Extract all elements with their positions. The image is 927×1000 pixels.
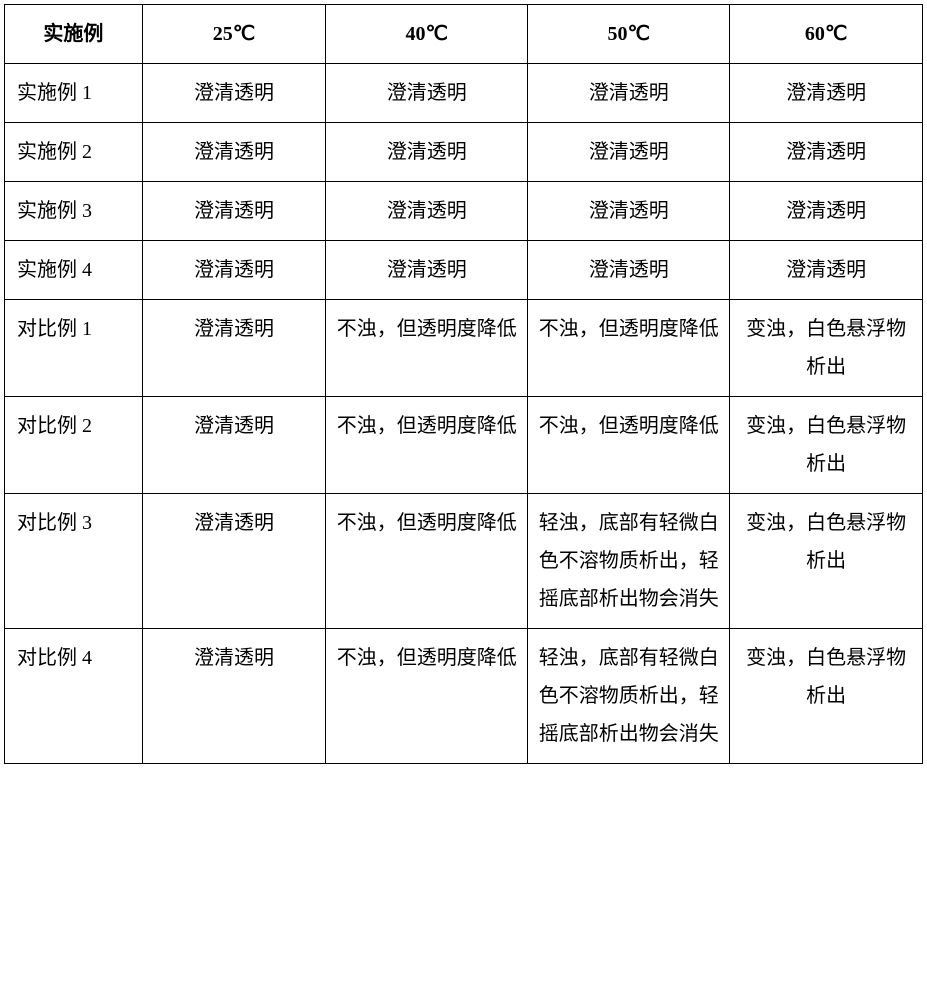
cell: 澄清透明 <box>326 64 528 123</box>
table-row: 实施例 1 澄清透明 澄清透明 澄清透明 澄清透明 <box>5 64 923 123</box>
cell: 澄清透明 <box>142 397 326 494</box>
row-label: 对比例 3 <box>5 494 143 629</box>
table-row: 对比例 2 澄清透明 不浊，但透明度降低 不浊，但透明度降低 变浊，白色悬浮物析… <box>5 397 923 494</box>
cell: 澄清透明 <box>142 182 326 241</box>
cell: 不浊，但透明度降低 <box>528 300 730 397</box>
cell: 澄清透明 <box>326 182 528 241</box>
cell: 澄清透明 <box>142 123 326 182</box>
cell: 轻浊，底部有轻微白色不溶物质析出，轻摇底部析出物会消失 <box>528 494 730 629</box>
cell: 澄清透明 <box>326 123 528 182</box>
cell: 澄清透明 <box>730 64 923 123</box>
cell: 变浊，白色悬浮物析出 <box>730 300 923 397</box>
header-row: 实施例 25℃ 40℃ 50℃ 60℃ <box>5 5 923 64</box>
row-label: 对比例 4 <box>5 629 143 764</box>
cell: 澄清透明 <box>142 64 326 123</box>
cell: 澄清透明 <box>730 123 923 182</box>
row-label: 实施例 1 <box>5 64 143 123</box>
col-header-1: 25℃ <box>142 5 326 64</box>
cell: 澄清透明 <box>730 241 923 300</box>
col-header-2: 40℃ <box>326 5 528 64</box>
cell: 不浊，但透明度降低 <box>326 494 528 629</box>
cell: 澄清透明 <box>142 494 326 629</box>
cell: 澄清透明 <box>142 241 326 300</box>
col-header-0: 实施例 <box>5 5 143 64</box>
cell: 澄清透明 <box>528 123 730 182</box>
col-header-3: 50℃ <box>528 5 730 64</box>
cell: 不浊，但透明度降低 <box>326 300 528 397</box>
cell: 澄清透明 <box>528 241 730 300</box>
cell: 不浊，但透明度降低 <box>326 629 528 764</box>
cell: 变浊，白色悬浮物析出 <box>730 494 923 629</box>
cell: 澄清透明 <box>730 182 923 241</box>
table-header: 实施例 25℃ 40℃ 50℃ 60℃ <box>5 5 923 64</box>
col-header-4: 60℃ <box>730 5 923 64</box>
table-row: 实施例 3 澄清透明 澄清透明 澄清透明 澄清透明 <box>5 182 923 241</box>
cell: 不浊，但透明度降低 <box>326 397 528 494</box>
table-row: 对比例 3 澄清透明 不浊，但透明度降低 轻浊，底部有轻微白色不溶物质析出，轻摇… <box>5 494 923 629</box>
table-row: 实施例 4 澄清透明 澄清透明 澄清透明 澄清透明 <box>5 241 923 300</box>
row-label: 对比例 1 <box>5 300 143 397</box>
cell: 变浊，白色悬浮物析出 <box>730 629 923 764</box>
cell: 澄清透明 <box>142 629 326 764</box>
table-body: 实施例 1 澄清透明 澄清透明 澄清透明 澄清透明 实施例 2 澄清透明 澄清透… <box>5 64 923 764</box>
table-row: 对比例 1 澄清透明 不浊，但透明度降低 不浊，但透明度降低 变浊，白色悬浮物析… <box>5 300 923 397</box>
row-label: 对比例 2 <box>5 397 143 494</box>
cell: 不浊，但透明度降低 <box>528 397 730 494</box>
cell: 澄清透明 <box>326 241 528 300</box>
results-table-container: 实施例 25℃ 40℃ 50℃ 60℃ 实施例 1 澄清透明 澄清透明 澄清透明… <box>0 0 927 768</box>
results-table: 实施例 25℃ 40℃ 50℃ 60℃ 实施例 1 澄清透明 澄清透明 澄清透明… <box>4 4 923 764</box>
table-row: 对比例 4 澄清透明 不浊，但透明度降低 轻浊，底部有轻微白色不溶物质析出，轻摇… <box>5 629 923 764</box>
cell: 澄清透明 <box>528 182 730 241</box>
cell: 澄清透明 <box>142 300 326 397</box>
table-row: 实施例 2 澄清透明 澄清透明 澄清透明 澄清透明 <box>5 123 923 182</box>
row-label: 实施例 4 <box>5 241 143 300</box>
cell: 变浊，白色悬浮物析出 <box>730 397 923 494</box>
cell: 轻浊，底部有轻微白色不溶物质析出，轻摇底部析出物会消失 <box>528 629 730 764</box>
row-label: 实施例 2 <box>5 123 143 182</box>
cell: 澄清透明 <box>528 64 730 123</box>
row-label: 实施例 3 <box>5 182 143 241</box>
